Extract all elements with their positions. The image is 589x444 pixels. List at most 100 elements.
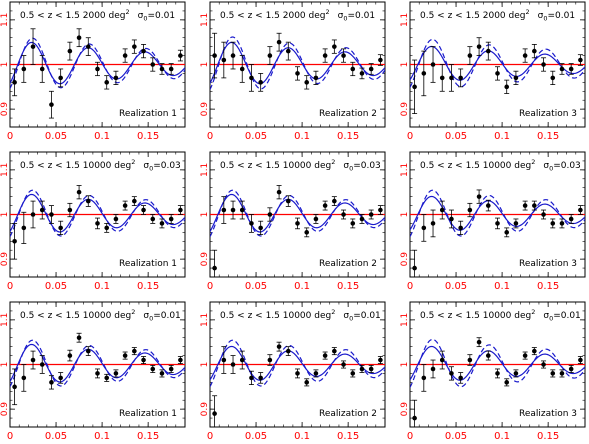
data-point (568, 66, 574, 72)
y-tick-label: 1 (400, 62, 410, 68)
x-tick-label: 0 (7, 281, 13, 292)
model-curve-solid (10, 193, 185, 233)
x-tick-label: 0.1 (294, 131, 310, 142)
data-point (76, 35, 82, 41)
data-point (421, 71, 427, 76)
panel-4: 0 0.05 0.1 0.15 0.9 1 1.1 0.5 < z < 1.5 10000 d… (0, 151, 186, 292)
data-point (513, 371, 519, 376)
data-point (159, 66, 165, 72)
x-tick-label: 0.15 (337, 431, 359, 440)
realization-label: Realization 2 (319, 109, 377, 119)
data-point (313, 371, 319, 376)
data-point (49, 380, 54, 385)
data-point (359, 216, 365, 222)
data-point (113, 75, 119, 81)
model-curve-solid (10, 41, 185, 85)
data-point (249, 375, 254, 381)
data-point (495, 371, 500, 376)
data-point (421, 225, 427, 231)
data-point (150, 62, 156, 67)
data-point (350, 221, 356, 226)
y-tick-label: 1 (400, 212, 410, 218)
panel-title: 0.5 < z < 1.5 10000 deg2 σ0=0.01 (20, 308, 181, 323)
data-point (221, 207, 227, 213)
data-point (104, 375, 110, 381)
data-point (359, 366, 365, 372)
y-tick-label: 0.9 (200, 252, 210, 267)
data-point (467, 207, 473, 213)
data-point (67, 353, 73, 358)
data-point (476, 339, 482, 345)
data-point (239, 357, 245, 363)
x-tick-label: 0 (7, 431, 13, 440)
data-point (313, 216, 319, 222)
data-point (285, 348, 291, 354)
data-point (122, 53, 128, 58)
data-point (495, 71, 500, 76)
x-tick-label: 0.05 (445, 281, 467, 292)
data-point (159, 221, 165, 226)
realization-label: Realization 2 (319, 409, 377, 419)
data-point (141, 48, 146, 54)
data-point (350, 66, 356, 72)
realization-label: Realization 3 (519, 259, 577, 269)
x-tick-label: 0.15 (537, 431, 559, 440)
y-tick-label: 1 (200, 62, 210, 68)
data-point (49, 102, 54, 107)
y-tick-label: 0.9 (400, 402, 410, 417)
x-tick-label: 0.1 (494, 281, 510, 292)
data-point (141, 357, 146, 363)
data-point (67, 207, 73, 213)
data-point (559, 66, 565, 72)
realization-label: Realization 3 (519, 109, 577, 119)
data-point (341, 362, 346, 367)
y-tick-label: 1 (0, 62, 10, 68)
data-point (159, 371, 165, 376)
x-tick-label: 0 (407, 281, 413, 292)
data-point (168, 66, 174, 72)
data-point (58, 75, 63, 81)
data-point (578, 57, 583, 63)
data-point (504, 230, 510, 235)
x-tick-label: 0.15 (337, 131, 359, 142)
data-point (267, 53, 273, 58)
data-point (295, 221, 300, 226)
panel-6: 0 0.05 0.1 0.15 0.9 1 1.1 0.5 < z < 1.5 10000 d… (400, 151, 586, 292)
data-point (178, 207, 183, 213)
data-point (368, 212, 374, 217)
panel-7: 0 0.05 0.1 0.15 0.9 1 1.1 0.5 < z < 1.5 10000 d… (0, 301, 186, 442)
panel-title: 0.5 < z < 1.5 10000 deg2 σ0=0.01 (220, 308, 381, 323)
data-point (132, 44, 137, 49)
y-tick-label: 1 (200, 362, 210, 368)
x-tick-label: 0.1 (494, 131, 510, 142)
data-point (421, 375, 427, 381)
x-tick-label: 0.15 (137, 131, 159, 142)
data-point (85, 348, 91, 354)
data-point (430, 62, 436, 67)
data-point (559, 221, 565, 226)
data-point (504, 84, 510, 90)
data-point (285, 198, 291, 204)
data-point (230, 207, 236, 213)
panel-title: 0.5 < z < 1.5 10000 deg2 σ0=0.03 (220, 158, 381, 173)
x-tick-label: 0.15 (537, 281, 559, 292)
panel-title: 0.5 < z < 1.5 10000 deg2 σ0=0.01 (420, 308, 581, 323)
x-tick-label: 0 (7, 131, 13, 142)
data-point (541, 62, 546, 67)
data-point (485, 203, 491, 208)
panel-title: 0.5 < z < 1.5 10000 deg2 σ0=0.03 (420, 158, 581, 173)
data-point (550, 75, 556, 81)
data-point (322, 353, 328, 358)
data-point (341, 212, 346, 217)
data-point (104, 225, 110, 231)
data-point (449, 75, 454, 81)
panel-title: 0.5 < z < 1.5 2000 deg2 σ0=0.01 (420, 8, 575, 23)
y-tick-label: 0.9 (200, 102, 210, 117)
model-curve-solid (210, 193, 385, 233)
data-point (578, 207, 583, 213)
y-tick-label: 1.1 (0, 163, 10, 177)
data-point (12, 238, 17, 244)
model-curve-dashed (10, 189, 185, 237)
data-point (378, 57, 383, 63)
